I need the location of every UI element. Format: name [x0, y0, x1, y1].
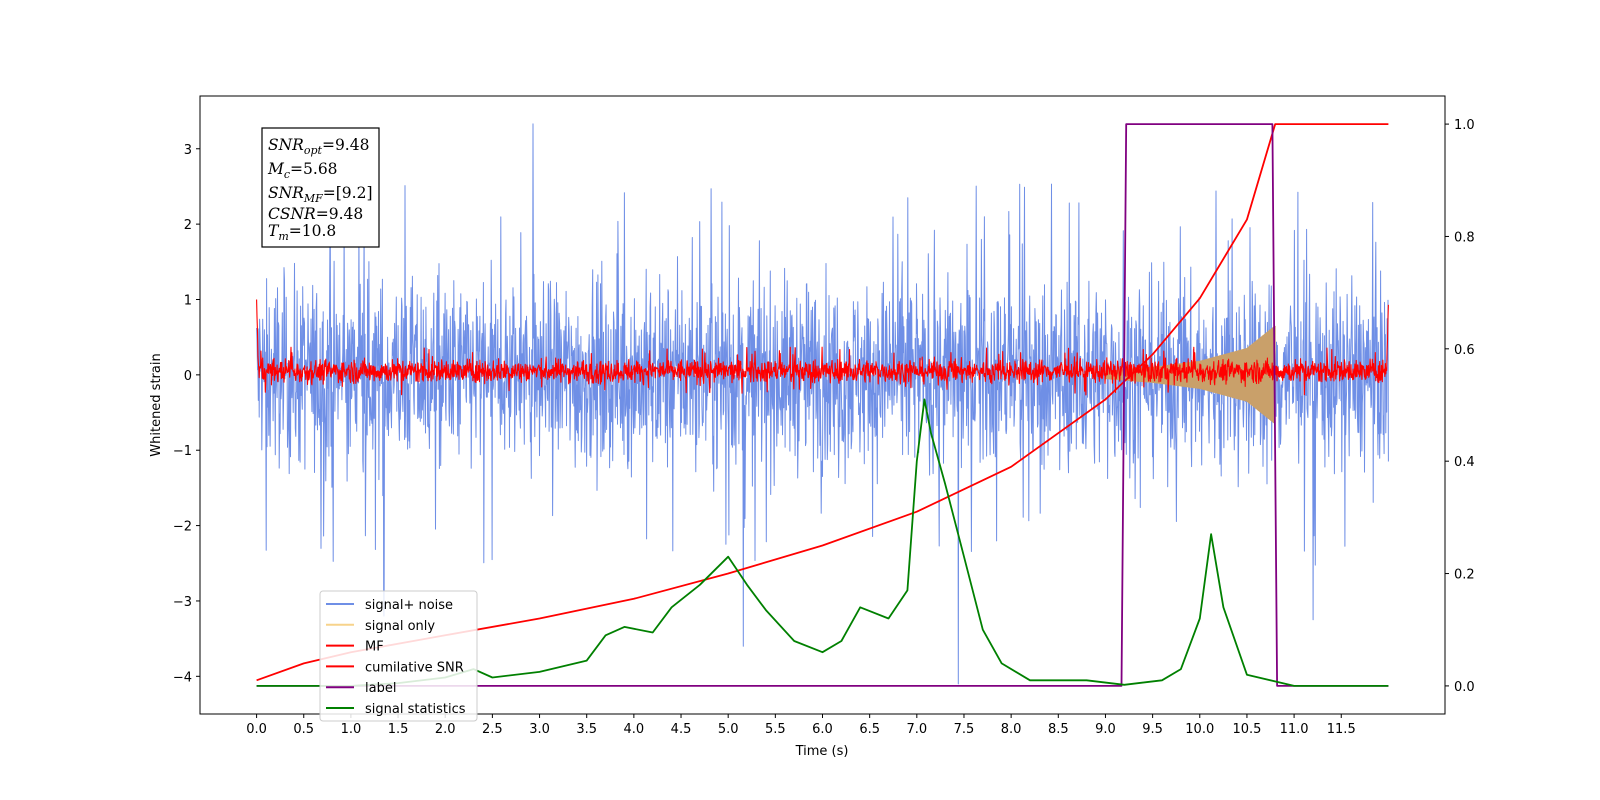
- x-tick-label: 2.5: [482, 722, 503, 737]
- y-tick-label: 3: [184, 143, 192, 158]
- y-tick-label: −3: [173, 595, 192, 610]
- series-mf: [256, 299, 1389, 396]
- x-tick-label: 11.5: [1327, 722, 1356, 737]
- y2-tick-label: 0.4: [1454, 455, 1475, 470]
- x-tick-label: 3.5: [576, 722, 597, 737]
- annotation-snr-mf: SNRMF=[9.2]: [268, 184, 373, 205]
- x-axis-title: Time (s): [795, 744, 849, 759]
- y2-tick-label: 0.6: [1454, 343, 1475, 358]
- y-tick-label: 0: [184, 369, 192, 384]
- x-tick-label: 0.5: [293, 722, 314, 737]
- legend-label-signal-statistics: signal statistics: [365, 702, 466, 717]
- y-axis-left: 3 2 1 0 −1 −2 −3 −4: [173, 143, 200, 685]
- x-tick-label: 1.5: [388, 722, 409, 737]
- legend-label-mf: MF: [365, 640, 384, 655]
- y2-tick-label: 0.8: [1454, 230, 1475, 245]
- x-tick-label: 0.0: [246, 722, 267, 737]
- y-tick-label: 1: [184, 293, 192, 308]
- y2-tick-label: 1.0: [1454, 118, 1475, 133]
- x-tick-label: 8.5: [1048, 722, 1069, 737]
- series-signal-only: [1105, 325, 1276, 425]
- y-axis-right: 1.0 0.8 0.6 0.4 0.2 0.0: [1445, 118, 1475, 695]
- x-tick-label: 4.5: [671, 722, 692, 737]
- legend: signal+ noise signal only MF cumilative SNR…: [319, 590, 478, 722]
- legend-label-cumilative-snr: cumilative SNR: [365, 660, 464, 675]
- x-tick-label: 10.0: [1185, 722, 1214, 737]
- x-tick-label: 11.0: [1280, 722, 1309, 737]
- y2-tick-label: 0.0: [1454, 680, 1475, 695]
- y-tick-label: 2: [184, 218, 192, 233]
- annotation-snr-opt: SNRopt=9.48: [268, 136, 369, 157]
- series-signal-statistics: [256, 398, 1389, 687]
- x-tick-label: 5.0: [718, 722, 739, 737]
- x-tick-label: 3.0: [529, 722, 550, 737]
- x-tick-label: 10.5: [1232, 722, 1261, 737]
- legend-label-label: label: [365, 681, 396, 696]
- y-tick-label: −1: [173, 444, 192, 459]
- x-tick-label: 7.0: [906, 722, 927, 737]
- x-tick-label: 9.0: [1095, 722, 1116, 737]
- y2-tick-label: 0.2: [1454, 568, 1475, 583]
- x-axis: 0.0 0.5 1.0 1.5 2.0 2.5 3.0 3.5 4.0 4.5 5.0 5.5 6.0 6…: [246, 714, 1356, 737]
- x-tick-label: 6.0: [812, 722, 833, 737]
- annotation-tm: Tm=10.8: [268, 222, 336, 243]
- y-axis-title: Whitened strain: [149, 353, 164, 456]
- x-tick-label: 1.0: [341, 722, 362, 737]
- annotation-csnr: CSNR=9.48: [268, 205, 363, 223]
- legend-label-signal-noise: signal+ noise: [365, 598, 453, 613]
- x-tick-label: 2.0: [435, 722, 456, 737]
- x-tick-label: 5.5: [765, 722, 786, 737]
- x-tick-label: 8.0: [1001, 722, 1022, 737]
- annotation-box: SNRopt=9.48 Mc=5.68 SNRMF=[9.2] CSNR=9.4…: [261, 127, 380, 248]
- x-tick-label: 7.5: [954, 722, 975, 737]
- y-tick-label: −4: [173, 670, 192, 685]
- annotation-mc: Mc=5.68: [267, 160, 338, 181]
- x-tick-label: 6.5: [859, 722, 880, 737]
- y-tick-label: −2: [173, 520, 192, 535]
- x-tick-label: 9.5: [1142, 722, 1163, 737]
- x-tick-label: 4.0: [624, 722, 645, 737]
- legend-label-signal-only: signal only: [365, 619, 435, 634]
